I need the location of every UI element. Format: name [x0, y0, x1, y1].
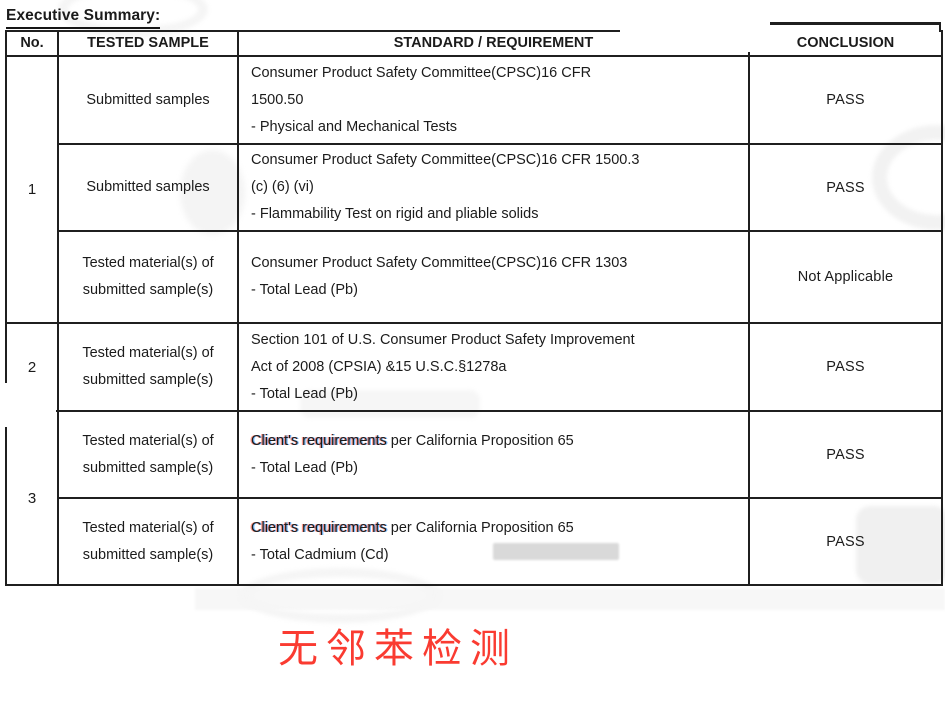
standard-line: - Total Cadmium (Cd) [251, 546, 389, 563]
tested-sample-cell: Tested material(s) of submitted sample(s… [57, 322, 239, 412]
standard-line: Consumer Product Safety Committee(CPSC)1… [251, 64, 592, 81]
header-conclusion: CONCLUSION [748, 30, 943, 57]
page-title: Executive Summary: [6, 7, 161, 29]
standard-cell: Consumer Product Safety Committee(CPSC)1… [237, 55, 750, 145]
standard-line: (c) (6) (vi) [251, 179, 314, 195]
table-row: 3 Tested material(s) of submitted sample… [5, 410, 943, 586]
whiteout-smudge [0, 383, 56, 427]
table-row: Tested material(s) of submitted sample(s… [6, 497, 943, 586]
standard-line: - Flammability Test on rigid and pliable… [251, 206, 539, 222]
header-no: No. [5, 30, 59, 57]
red-note-caption: 无邻苯检测 [278, 627, 518, 671]
tested-sample-cell: Tested material(s) of submitted sample(s… [57, 410, 239, 499]
no-cell: 3 [5, 410, 59, 586]
tested-sample-cell: Tested material(s) of submitted sample(s… [57, 230, 239, 324]
table-row: Submitted samples Consumer Product Safet… [6, 143, 943, 232]
standard-line: - Total Lead (Pb) [251, 282, 358, 298]
table-top-border-left-segment [5, 30, 661, 32]
table-row: 1 Submitted samples Consumer Product Saf… [5, 55, 943, 324]
conclusion-cell: PASS [748, 143, 943, 232]
standard-cell: Client's requirements per California Pro… [237, 410, 750, 499]
conclusion-cell: PASS [748, 55, 943, 145]
standard-line-rest: per California Proposition 65 [386, 519, 574, 536]
whiteout-smudge [620, 12, 768, 52]
table-row: Tested material(s) of submitted sample(s… [6, 230, 943, 324]
standard-cell: Client's requirements per California Pro… [237, 497, 750, 586]
tested-sample-cell: Tested material(s) of submitted sample(s… [57, 497, 239, 586]
table-header-row: No. TESTED SAMPLE STANDARD / REQUIREMENT… [5, 30, 943, 57]
redaction-smudge [493, 543, 619, 560]
conclusion-cell: Not Applicable [748, 230, 943, 324]
standard-line: Act of 2008 (CPSIA) &15 U.S.C.§1278a [251, 358, 507, 375]
standard-cell: Consumer Product Safety Committee(CPSC)1… [237, 143, 750, 232]
standard-line: Client's requirements per California Pro… [251, 515, 738, 542]
standard-line: - Total Lead (Pb) [251, 385, 358, 402]
table-border-stub [939, 23, 941, 32]
tested-sample-cell: Submitted samples [57, 143, 239, 232]
standard-line: Consumer Product Safety Committee(CPSC)1… [251, 152, 640, 168]
standard-line: Section 101 of U.S. Consumer Product Saf… [251, 331, 635, 348]
table-row: 2 Tested material(s) of submitted sample… [5, 322, 943, 412]
no-cell: 1 [5, 55, 59, 324]
table-top-border-right-segment [770, 22, 941, 25]
standard-line-rest: per California Proposition 65 [386, 432, 574, 449]
watermark-ghost [195, 588, 945, 610]
standard-line: Client's requirements per California Pro… [251, 428, 738, 455]
header-tested-sample: TESTED SAMPLE [57, 30, 239, 57]
client-requirements-text: Client's requirements [251, 519, 387, 536]
conclusion-cell: PASS [748, 497, 943, 586]
standard-cell: Section 101 of U.S. Consumer Product Saf… [237, 322, 750, 412]
conclusion-cell: PASS [748, 410, 943, 499]
conclusion-cell: PASS [748, 322, 943, 412]
standard-line: Consumer Product Safety Committee(CPSC)1… [251, 255, 628, 271]
standard-line: 1500.50 [251, 91, 304, 108]
standard-line: - Physical and Mechanical Tests [251, 118, 458, 135]
executive-summary-table: No. TESTED SAMPLE STANDARD / REQUIREMENT… [5, 30, 943, 586]
standard-line: - Total Lead (Pb) [251, 459, 358, 476]
client-requirements-text: Client's requirements [251, 432, 387, 449]
standard-cell: Consumer Product Safety Committee(CPSC)1… [237, 230, 750, 324]
tested-sample-cell: Submitted samples [57, 55, 239, 145]
